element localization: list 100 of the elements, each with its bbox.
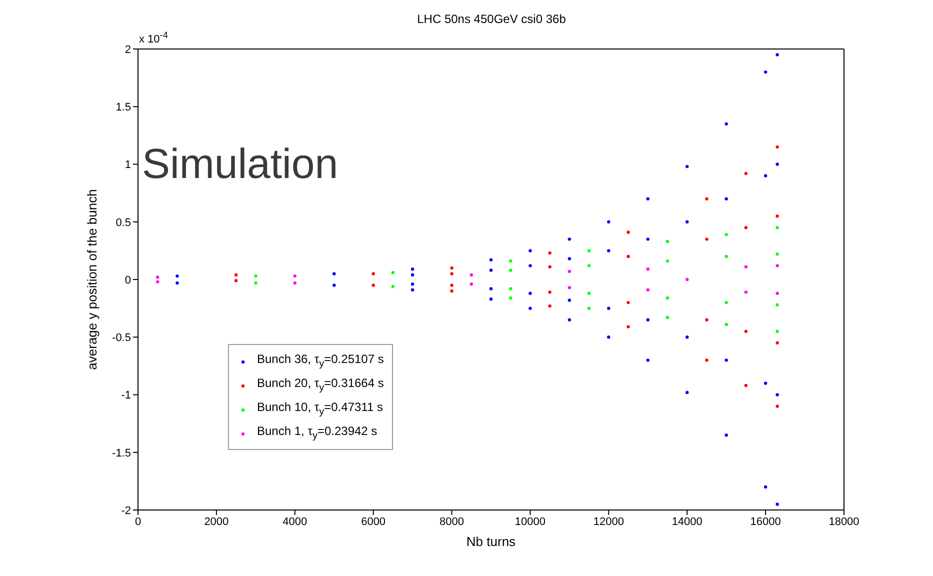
point [705, 238, 708, 241]
point [509, 287, 512, 290]
y-tick-label: -1 [121, 390, 131, 402]
point [626, 325, 630, 328]
point [156, 280, 160, 284]
point [724, 197, 728, 200]
point [410, 288, 414, 292]
x-tick-label: 2000 [204, 516, 229, 528]
x-tick-label: 10000 [514, 516, 546, 528]
point [776, 341, 779, 344]
point [254, 281, 258, 285]
point [705, 197, 708, 200]
point [686, 220, 689, 224]
point [548, 265, 552, 268]
x-tick-label: 6000 [361, 516, 386, 528]
point [776, 214, 779, 218]
point [587, 249, 591, 252]
point [254, 274, 258, 278]
point [776, 330, 779, 333]
point [391, 270, 395, 274]
point [764, 382, 768, 385]
point [528, 249, 532, 252]
point [470, 273, 473, 276]
point [744, 226, 748, 230]
point [509, 296, 512, 300]
point [744, 290, 748, 294]
legend-label: Bunch 10, τ$_{y}$=0.47311 s [257, 400, 383, 418]
point [776, 502, 779, 506]
point [410, 268, 414, 271]
point [489, 297, 493, 301]
point [587, 264, 591, 268]
point [548, 304, 552, 308]
point [705, 358, 708, 362]
point [410, 273, 414, 276]
point [587, 306, 591, 310]
point [666, 316, 670, 320]
point [234, 273, 238, 276]
point [776, 162, 779, 166]
point [744, 265, 748, 268]
point [372, 284, 375, 287]
point [607, 336, 610, 339]
point [372, 272, 375, 276]
point [666, 259, 670, 263]
text: x 10$^{-4}$ [139, 30, 168, 46]
y-tick-label: -1.5 [112, 447, 131, 460]
point [156, 276, 160, 279]
y-tick-label: -2 [121, 504, 131, 517]
point [626, 230, 630, 234]
point [450, 266, 454, 270]
point [607, 306, 610, 310]
point [705, 318, 708, 322]
point [528, 292, 532, 295]
point [724, 433, 728, 437]
point [646, 288, 650, 292]
point [450, 289, 454, 293]
x-tick-label: 12000 [593, 516, 624, 528]
point [410, 282, 414, 286]
point [686, 336, 689, 339]
point [724, 300, 728, 304]
point [686, 278, 689, 282]
y-axis-title: average y position of the bunch [84, 189, 100, 370]
point [234, 279, 238, 282]
point [607, 249, 610, 252]
point [776, 303, 779, 306]
point [450, 284, 454, 287]
point [626, 300, 630, 304]
point [568, 238, 572, 241]
point [568, 257, 572, 260]
point [764, 485, 768, 489]
point [764, 174, 768, 178]
point [666, 296, 670, 300]
x-tick-label: 18000 [828, 516, 860, 528]
point [489, 287, 493, 290]
point [724, 232, 728, 236]
legend-label: Bunch 36, τ$_{y}$=0.25107 s [257, 352, 384, 370]
point [293, 281, 296, 285]
y-tick-label: 1.5 [116, 102, 131, 114]
point [724, 358, 728, 362]
point [744, 172, 748, 176]
annotation: Simulation [142, 140, 338, 188]
point [724, 122, 728, 126]
point [776, 252, 779, 256]
legend-label: Bunch 1, τ$_{y}$=0.23942 s [257, 424, 378, 442]
point [646, 358, 650, 362]
point [776, 292, 779, 295]
point [489, 258, 493, 262]
y-tick-label: 0 [124, 274, 131, 286]
point [391, 284, 395, 288]
point [686, 164, 689, 168]
point [776, 264, 779, 268]
x-axis-title: Nb turns [466, 534, 516, 549]
point [509, 268, 512, 272]
point [470, 282, 473, 286]
y-tick-label: 2 [124, 44, 131, 56]
point [666, 240, 670, 244]
point [548, 251, 552, 255]
y-tick-label: 0.5 [116, 216, 131, 229]
point [332, 272, 336, 276]
point [646, 318, 650, 322]
legend-label: Bunch 20, τ$_{y}$=0.31664 s [257, 376, 384, 394]
